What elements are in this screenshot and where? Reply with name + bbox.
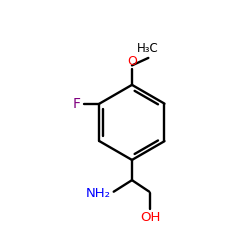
Text: NH₂: NH₂ [86,186,111,200]
Text: F: F [72,97,80,111]
Text: O: O [127,55,137,68]
Text: H₃C: H₃C [137,42,159,55]
Text: OH: OH [140,211,161,224]
